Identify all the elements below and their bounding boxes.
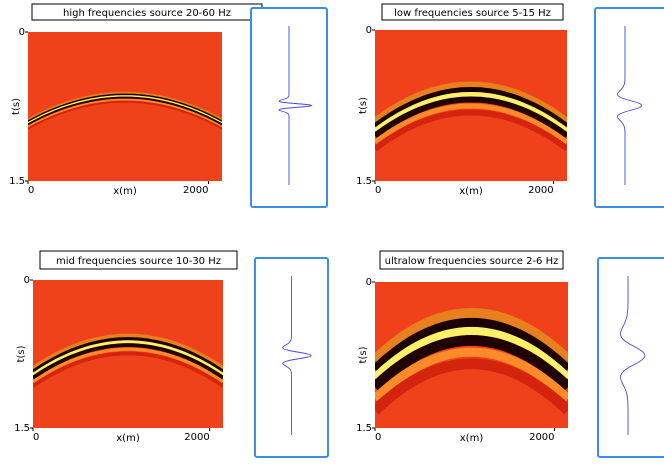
y-tick-label: 1.5	[14, 423, 30, 434]
x-tick-label: 0	[28, 185, 34, 196]
y-tick-label: 0	[24, 275, 30, 286]
x-axis-label: x(m)	[460, 433, 484, 444]
y-axis-label: t(s)	[16, 345, 27, 362]
reflection-band	[33, 351, 223, 388]
title-box	[379, 250, 564, 270]
x-axis-label: x(m)	[459, 186, 483, 197]
trace-box	[594, 7, 664, 208]
x-tick-label: 2000	[528, 185, 553, 196]
wavelet-trace	[620, 276, 646, 435]
panel: high frequencies source 20-60 Hz0 200001.…	[9, 3, 328, 208]
reflection-band	[375, 347, 568, 403]
reflection-band	[28, 96, 222, 126]
x-axis-label: x(m)	[116, 433, 140, 444]
reflection-band	[375, 103, 567, 145]
reflection-band	[33, 340, 223, 376]
reflection-band	[375, 109, 567, 152]
trace-box	[597, 257, 664, 458]
reflection-band	[375, 86, 567, 128]
reflection-band	[33, 343, 223, 380]
trace-box	[250, 7, 328, 208]
x-tick-label: 0	[33, 432, 39, 443]
panel-title: ultralow frequencies source 2-6 Hz	[385, 256, 559, 267]
y-tick-label: 1.5	[9, 176, 25, 187]
x-tick-label: 0	[375, 185, 381, 196]
reflection-band	[28, 91, 222, 121]
reflection-band	[28, 95, 222, 124]
reflection-band	[375, 91, 567, 133]
x-axis-label: x(m)	[113, 186, 137, 197]
reflection-band	[33, 347, 223, 384]
panel: ultralow frequencies source 2-6 Hz 0 2000 0…	[356, 250, 664, 458]
y-axis-label: t(s)	[358, 346, 369, 363]
reflection-band	[375, 334, 568, 392]
y-tick-label: 0	[19, 27, 25, 38]
panel: low frequencies source 5-15 Hz0 200001.5x…	[356, 3, 664, 208]
y-axis-label: t(s)	[11, 98, 22, 115]
y-tick-label: 1.5	[356, 423, 372, 434]
reflection-band	[375, 307, 568, 365]
y-tick-label: 0	[366, 25, 372, 36]
x-tick-label: 2000	[183, 185, 208, 196]
panel-title: high frequencies source 20-60 Hz	[63, 8, 231, 19]
reflection-band	[28, 100, 222, 130]
seismic-image	[28, 32, 222, 181]
y-axis-label: t(s)	[358, 97, 369, 114]
reflection-band	[375, 81, 567, 124]
wavelet-trace	[278, 26, 313, 185]
panel-title: mid frequencies source 10-30 Hz	[56, 256, 221, 267]
wavelet-trace	[282, 276, 312, 435]
seismic-image	[375, 30, 567, 181]
y-tick-label: 0	[366, 277, 372, 288]
reflection-band	[375, 96, 567, 139]
title-box	[39, 250, 238, 270]
trace-box	[254, 257, 329, 458]
reflection-band	[28, 93, 222, 122]
reflection-band	[28, 98, 222, 128]
reflection-band	[375, 317, 568, 373]
reflection-band	[375, 358, 568, 415]
panel: mid frequencies source 10-30 Hz0 200001.5…	[14, 250, 329, 458]
reflection-band	[33, 337, 223, 373]
y-tick-label: 1.5	[356, 176, 372, 187]
x-tick-label: 2000	[184, 432, 209, 443]
seismic-image	[375, 282, 568, 428]
wavelet-trace	[617, 26, 643, 185]
seismic-image	[33, 280, 223, 428]
reflection-band	[375, 326, 568, 382]
panel-title: low frequencies source 5-15 Hz	[394, 8, 551, 19]
reflection-band	[33, 333, 223, 370]
title-box	[381, 3, 564, 21]
x-tick-label: 0	[375, 432, 381, 443]
x-tick-label: 2000	[529, 432, 554, 443]
